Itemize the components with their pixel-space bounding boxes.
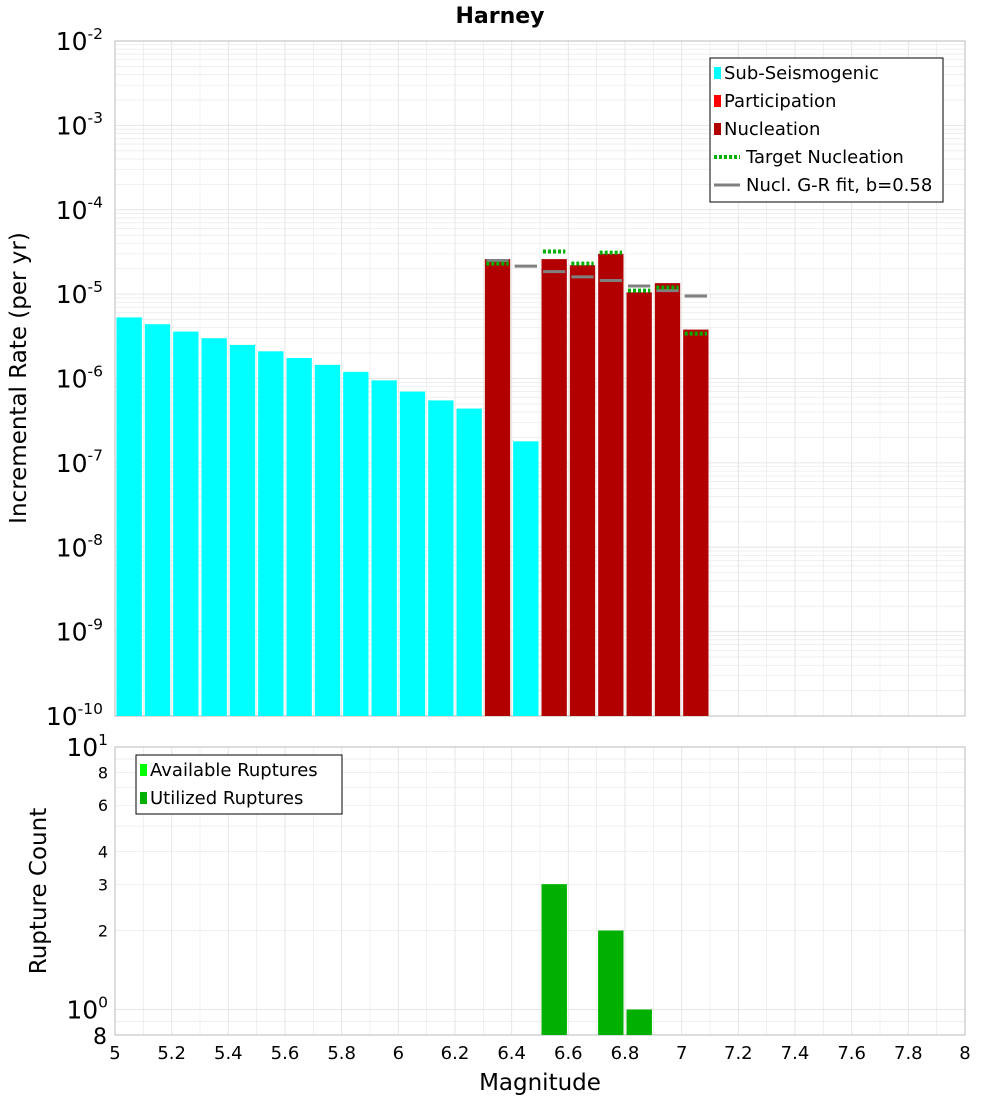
counts-y-tick-label: 3 [98,875,108,894]
x-tick-label: 7 [676,1043,687,1064]
x-tick-label: 6.8 [611,1043,640,1064]
counts-y-tick-label: 4 [98,842,108,861]
rates-legend-box [709,57,944,203]
rate-bar [116,317,142,716]
counts-legend-swatch [140,764,147,776]
rates-y-tick-label: 10-8 [56,531,103,562]
rates-y-tick-label: 10-4 [56,194,103,225]
rates-legend-swatch [714,95,721,107]
rates-legend-swatch [714,67,721,79]
rate-bar [258,351,284,716]
rates-y-tick-label: 10-9 [56,615,103,646]
rate-bar [626,292,652,716]
rates-legend-swatch [714,123,721,135]
rates-y-tick-label: 10-7 [56,447,103,478]
chart-title: Harney [455,4,544,29]
x-tick-label: 6.2 [441,1043,470,1064]
rates-legend-label: Participation [724,91,836,112]
rate-bar [371,380,397,716]
x-axis-label: Magnitude [479,1070,601,1096]
counts-y-tick-label: 8 [93,1025,107,1050]
rate-bar [314,364,341,716]
rates-legend-label: Nucl. G-R fit, b=0.58 [746,175,932,196]
y-axis-label-counts: Rupture Count [26,808,52,974]
rate-bar [654,283,681,716]
x-tick-label: 5.8 [327,1043,356,1064]
x-tick-label: 7.4 [781,1043,810,1064]
x-tick-label: 7.2 [724,1043,753,1064]
rate-bar [201,338,227,716]
x-tick-label: 8 [959,1043,970,1064]
x-tick-label: 6.4 [497,1043,526,1064]
counts-legend-box [135,754,343,815]
rates-y-tick-label: 10-5 [56,278,103,309]
rate-bar [598,253,624,716]
x-tick-label: 7.6 [837,1043,866,1064]
rate-bar [683,329,709,716]
rate-bar [428,400,454,716]
counts-legend-label: Utilized Ruptures [150,788,303,809]
rate-bar [541,259,567,716]
rates-y-tick-label: 10-10 [46,700,103,731]
counts-legend-label: Available Ruptures [150,760,318,781]
counts-y-tick-label: 101 [66,731,108,762]
rate-bar [399,391,426,716]
rate-bar [144,324,171,716]
counts-y-tick-label: 100 [66,993,108,1024]
rates-legend-label: Sub-Seismogenic [724,63,879,84]
x-tick-label: 5.4 [214,1043,243,1064]
x-tick-label: 5.6 [271,1043,300,1064]
x-tick-label: 7.8 [894,1043,923,1064]
rates-y-tick-label: 10-6 [56,362,103,393]
rate-bar [484,259,511,716]
counts-plot-frame [114,746,966,1036]
x-tick-label: 6 [393,1043,404,1064]
rates-y-tick-label: 10-2 [56,25,103,56]
count-bar [626,1009,652,1035]
rate-bar [286,357,312,716]
rate-bar [456,408,482,716]
counts-y-tick-label: 8 [98,763,108,782]
rates-legend-label: Target Nucleation [745,147,904,168]
rates-y-tick-label: 10-3 [56,109,103,140]
rate-bar [343,371,369,716]
rate-bar [513,441,539,716]
x-tick-label: 5.2 [157,1043,186,1064]
y-axis-label-rates: Incremental Rate (per yr) [6,232,32,524]
rate-bar [569,265,596,716]
rate-bar [173,331,199,716]
x-tick-label: 6.6 [554,1043,583,1064]
rates-legend-label: Nucleation [724,119,820,140]
count-bar [598,930,624,1035]
rates-plot-frame [114,40,966,717]
counts-legend-swatch [140,792,147,804]
counts-y-tick-label: 2 [98,922,108,941]
count-bar [541,884,567,1035]
rate-bar [229,344,256,716]
x-tick-label: 5 [109,1043,120,1064]
counts-y-tick-label: 6 [98,796,108,815]
